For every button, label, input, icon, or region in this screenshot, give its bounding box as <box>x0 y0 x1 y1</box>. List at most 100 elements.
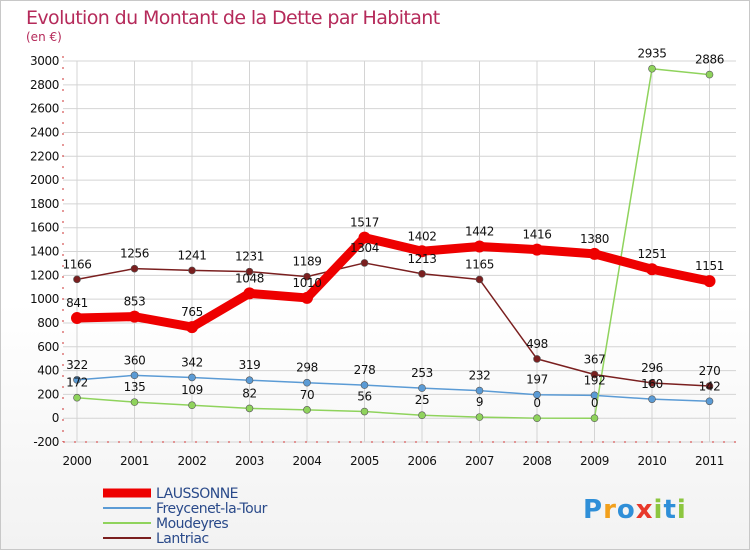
data-point-moudeyres <box>475 413 484 421</box>
data-label-moudeyres: 82 <box>242 386 256 400</box>
data-label-freycenet-la-tour: 298 <box>296 361 318 375</box>
data-label-laussonne: 841 <box>66 296 88 310</box>
data-label-laussonne: 1402 <box>408 229 437 243</box>
x-tick-label: 2000 <box>63 454 92 468</box>
data-point-lantriac <box>418 269 426 278</box>
data-point-laussonne <box>358 231 371 244</box>
data-label-lantriac: 1213 <box>408 252 437 266</box>
x-tick-label: 2003 <box>235 454 264 468</box>
grid <box>63 60 736 443</box>
data-point-lantriac <box>590 370 599 379</box>
data-point-laussonne <box>71 312 83 325</box>
data-point-freycenet-la-tour <box>245 376 254 385</box>
data-label-lantriac: 1189 <box>293 255 322 269</box>
logo-letter: i <box>677 495 687 525</box>
data-label-lantriac: 498 <box>526 337 548 351</box>
data-label-laussonne: 1151 <box>695 259 724 273</box>
data-labels: 322 360 342 319 298 278 253 232 197 192 160 142 172 1… <box>63 47 725 410</box>
x-tick-label: 2008 <box>523 454 552 468</box>
data-label-lantriac: 1256 <box>120 247 149 261</box>
data-label-lantriac: 1166 <box>63 257 92 271</box>
y-tick-label: 600 <box>37 340 59 354</box>
data-point-laussonne <box>703 275 716 288</box>
legend-label: Lantriac <box>156 531 209 547</box>
legend-label: LAUSSONNE <box>156 486 238 502</box>
data-point-lantriac <box>73 275 81 284</box>
data-label-lantriac: 1165 <box>465 257 494 271</box>
data-label-freycenet-la-tour: 278 <box>354 363 376 377</box>
y-tick-label: 0 <box>52 411 59 425</box>
legend-label: Freycenet-la-Tour <box>156 501 268 517</box>
data-label-laussonne: 1048 <box>235 271 264 285</box>
data-label-laussonne: 853 <box>124 295 146 309</box>
data-point-freycenet-la-tour <box>303 378 311 387</box>
data-label-lantriac: 270 <box>699 364 721 378</box>
data-point-moudeyres <box>590 414 599 422</box>
data-point-lantriac <box>648 379 656 387</box>
y-tick-label: 2400 <box>30 125 59 139</box>
data-point-laussonne <box>186 321 198 334</box>
data-point-moudeyres <box>188 401 196 410</box>
logo-letter: P <box>583 495 603 525</box>
data-point-lantriac <box>705 382 714 390</box>
data-point-laussonne <box>531 243 543 256</box>
data-point-freycenet-la-tour <box>418 384 426 392</box>
data-label-laussonne: 1416 <box>523 228 552 242</box>
data-label-freycenet-la-tour: 253 <box>411 366 433 380</box>
data-label-moudeyres: 0 <box>591 396 598 410</box>
logo-letter: o <box>617 495 636 525</box>
y-tick-label: 2800 <box>30 78 59 92</box>
data-point-lantriac <box>360 259 369 267</box>
proxiti-logo: Proxiti <box>583 495 687 525</box>
x-tick-label: 2011 <box>695 454 724 468</box>
data-point-laussonne <box>301 291 313 304</box>
data-point-freycenet-la-tour <box>533 390 541 399</box>
data-point-moudeyres <box>648 64 656 73</box>
data-label-freycenet-la-tour: 322 <box>66 358 88 372</box>
data-point-laussonne <box>588 247 601 260</box>
y-tick-label: 2200 <box>30 149 59 163</box>
data-label-lantriac: 1241 <box>178 248 207 262</box>
data-label-lantriac: 1231 <box>235 250 264 264</box>
data-point-moudeyres <box>73 393 81 402</box>
data-label-freycenet-la-tour: 160 <box>641 377 663 391</box>
y-tick-label: 1400 <box>30 245 59 259</box>
x-tick-label: 2005 <box>350 454 379 468</box>
data-label-freycenet-la-tour: 232 <box>469 369 491 383</box>
legend-label: Moudeyres <box>156 516 228 532</box>
data-label-laussonne: 1251 <box>638 247 667 261</box>
data-point-moudeyres <box>130 398 139 406</box>
chart-title: Evolution du Montant de la Dette par Hab… <box>26 7 440 29</box>
data-label-moudeyres: 0 <box>533 396 540 410</box>
series-layer <box>71 64 716 422</box>
data-label-lantriac: 296 <box>641 361 663 375</box>
data-point-moudeyres <box>533 414 541 422</box>
data-point-lantriac <box>188 266 196 275</box>
data-label-moudeyres: 25 <box>415 393 429 407</box>
data-point-lantriac <box>130 264 139 273</box>
data-label-freycenet-la-tour: 142 <box>699 379 721 393</box>
data-point-freycenet-la-tour <box>73 376 81 384</box>
chart-subtitle: (en €) <box>26 30 62 44</box>
y-tick-label: 1600 <box>30 221 59 235</box>
data-point-moudeyres <box>418 411 426 420</box>
data-label-laussonne: 1380 <box>580 232 609 246</box>
y-tick-label: 1200 <box>30 268 59 282</box>
x-tick-label: 2010 <box>638 454 667 468</box>
proxiti-wordmark: Proxiti <box>583 495 687 525</box>
data-point-freycenet-la-tour <box>360 381 369 389</box>
y-tick-label: 400 <box>37 364 59 378</box>
data-label-laussonne: 1010 <box>293 276 322 290</box>
series-line-laussonne <box>72 233 714 332</box>
y-tick-label: 3000 <box>30 54 59 68</box>
data-point-moudeyres <box>360 407 369 416</box>
series-line-freycenet-la-tour <box>76 374 711 403</box>
data-label-laussonne: 765 <box>181 305 203 319</box>
data-point-lantriac <box>245 267 254 276</box>
data-point-freycenet-la-tour <box>188 373 196 382</box>
data-label-laussonne: 1517 <box>350 216 379 230</box>
series-line-lantriac <box>76 262 711 387</box>
data-label-freycenet-la-tour: 319 <box>239 358 261 372</box>
